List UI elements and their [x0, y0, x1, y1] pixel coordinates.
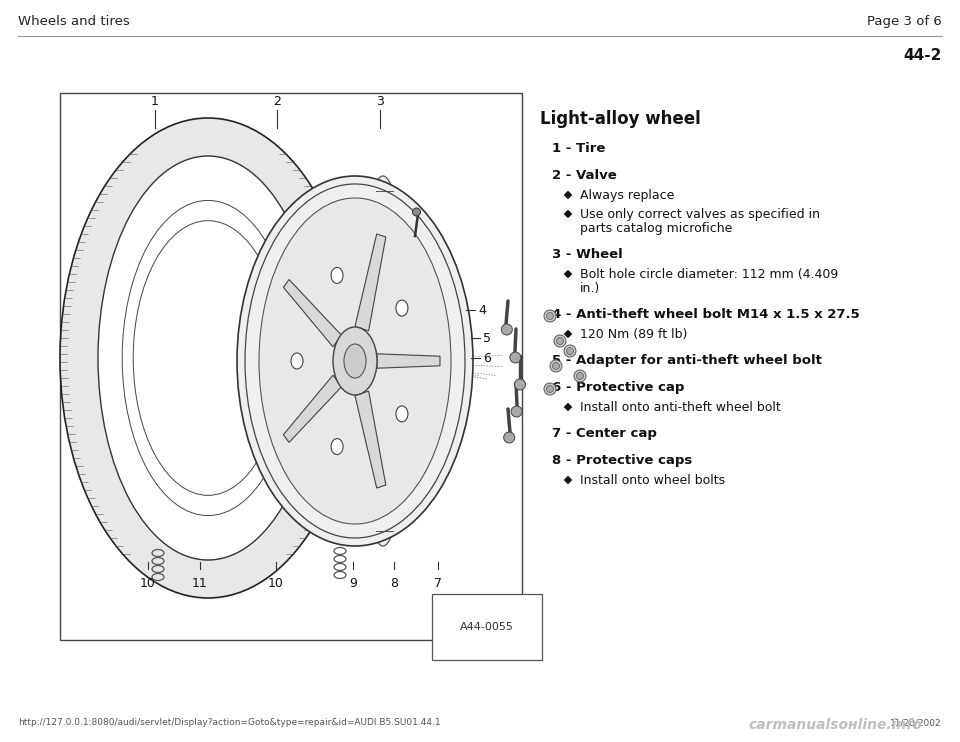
- Text: Wheels and tires: Wheels and tires: [18, 15, 130, 28]
- Circle shape: [557, 338, 564, 344]
- Circle shape: [515, 379, 525, 390]
- Text: 120 Nm (89 ft lb): 120 Nm (89 ft lb): [580, 328, 687, 341]
- Text: carmanualsонline.info: carmanualsонline.info: [748, 718, 922, 732]
- Text: 11: 11: [192, 577, 208, 590]
- Text: 2 - Valve: 2 - Valve: [552, 169, 616, 182]
- Text: 6 - Protective cap: 6 - Protective cap: [552, 381, 684, 394]
- Text: Install onto anti-theft wheel bolt: Install onto anti-theft wheel bolt: [580, 401, 780, 414]
- Text: http://127.0.0.1:8080/audi/servlet/Display?action=Goto&type=repair&id=AUDI.B5.SU: http://127.0.0.1:8080/audi/servlet/Displ…: [18, 718, 441, 727]
- Circle shape: [546, 312, 554, 320]
- Text: 11/20/2002: 11/20/2002: [890, 718, 942, 727]
- Text: 10: 10: [268, 577, 284, 590]
- Circle shape: [564, 345, 576, 357]
- Ellipse shape: [237, 176, 473, 546]
- Ellipse shape: [331, 439, 343, 455]
- Ellipse shape: [344, 344, 366, 378]
- Ellipse shape: [357, 176, 409, 546]
- Circle shape: [544, 310, 556, 322]
- Polygon shape: [564, 476, 572, 484]
- Text: Page 3 of 6: Page 3 of 6: [867, 15, 942, 28]
- Ellipse shape: [98, 156, 318, 560]
- Text: 44-2: 44-2: [903, 48, 942, 63]
- Polygon shape: [564, 403, 572, 411]
- Circle shape: [501, 324, 513, 335]
- Ellipse shape: [396, 300, 408, 316]
- Polygon shape: [283, 375, 342, 442]
- Circle shape: [574, 370, 586, 382]
- Text: Install onto wheel bolts: Install onto wheel bolts: [580, 474, 725, 487]
- Polygon shape: [355, 391, 386, 488]
- Polygon shape: [564, 191, 572, 199]
- Bar: [60, 93, 522, 640]
- Text: in.): in.): [580, 282, 600, 295]
- Ellipse shape: [333, 327, 377, 395]
- Text: 7 - Center cap: 7 - Center cap: [552, 427, 657, 440]
- Circle shape: [504, 432, 515, 443]
- Text: Bolt hole circle diameter: 112 mm (4.409: Bolt hole circle diameter: 112 mm (4.409: [580, 268, 838, 281]
- Text: 8 - Protective caps: 8 - Protective caps: [552, 454, 692, 467]
- Circle shape: [544, 383, 556, 395]
- Ellipse shape: [331, 267, 343, 283]
- Circle shape: [413, 208, 420, 216]
- Polygon shape: [564, 270, 572, 278]
- Circle shape: [510, 352, 521, 363]
- Text: 7: 7: [434, 577, 442, 590]
- Text: 1 - Tire: 1 - Tire: [552, 142, 606, 155]
- Circle shape: [577, 372, 584, 379]
- Text: 9: 9: [349, 577, 357, 590]
- Ellipse shape: [259, 198, 451, 524]
- Text: 4: 4: [478, 303, 486, 317]
- Text: 4 - Anti-theft wheel bolt M14 x 1.5 x 27.5: 4 - Anti-theft wheel bolt M14 x 1.5 x 27…: [552, 308, 860, 321]
- Text: 1: 1: [151, 95, 159, 108]
- Polygon shape: [355, 234, 386, 331]
- Circle shape: [554, 335, 566, 347]
- Polygon shape: [564, 210, 572, 218]
- Polygon shape: [377, 354, 440, 368]
- Ellipse shape: [60, 118, 356, 598]
- Text: Light-alloy wheel: Light-alloy wheel: [540, 110, 701, 128]
- Text: 10: 10: [140, 577, 156, 590]
- Text: 8: 8: [390, 577, 398, 590]
- Text: Always replace: Always replace: [580, 189, 674, 202]
- Polygon shape: [564, 330, 572, 338]
- Circle shape: [546, 386, 554, 393]
- Ellipse shape: [291, 353, 303, 369]
- Circle shape: [566, 347, 573, 355]
- Text: A44-0055: A44-0055: [460, 622, 514, 632]
- Text: 3: 3: [376, 95, 384, 108]
- Text: 6: 6: [483, 352, 491, 364]
- Text: Use only correct valves as specified in: Use only correct valves as specified in: [580, 208, 820, 221]
- Text: 3 - Wheel: 3 - Wheel: [552, 248, 623, 261]
- Circle shape: [553, 363, 560, 370]
- Text: 5 - Adapter for anti-theft wheel bolt: 5 - Adapter for anti-theft wheel bolt: [552, 354, 822, 367]
- Text: parts catalog microfiche: parts catalog microfiche: [580, 222, 732, 235]
- Circle shape: [511, 406, 522, 417]
- Circle shape: [550, 360, 562, 372]
- Ellipse shape: [396, 406, 408, 422]
- Text: 5: 5: [483, 332, 491, 344]
- Text: 2: 2: [273, 95, 281, 108]
- Polygon shape: [283, 280, 342, 347]
